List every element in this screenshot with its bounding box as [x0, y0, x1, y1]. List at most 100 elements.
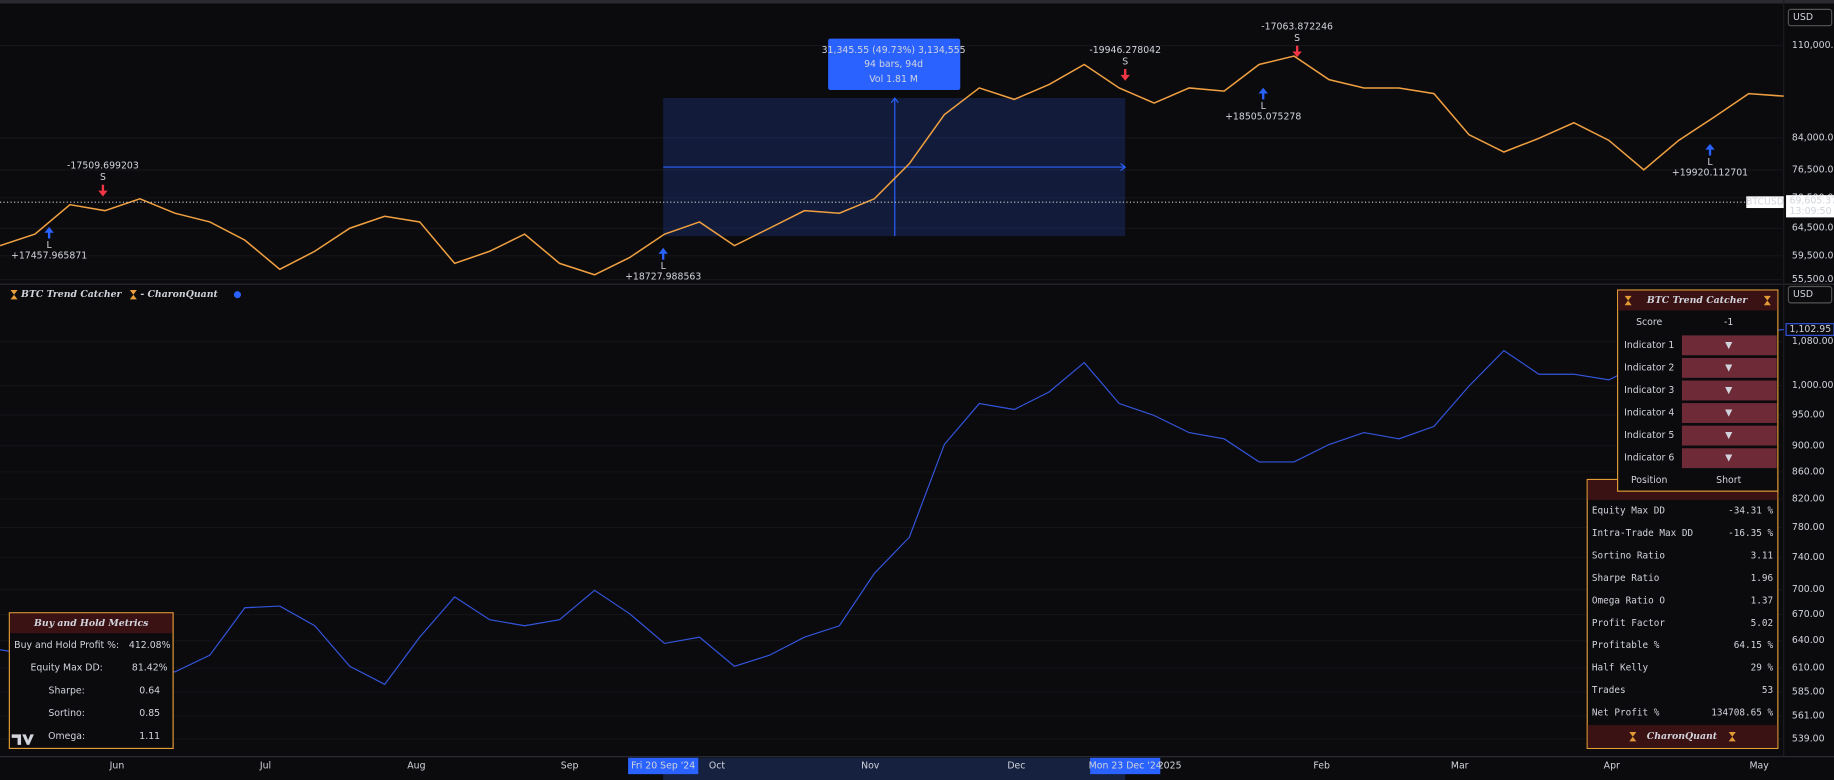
buy-hold-label: Omega: [48, 731, 85, 742]
metric-label: Trades [1592, 685, 1626, 696]
trade-side: L [1707, 157, 1713, 168]
indicator-cell [1681, 380, 1777, 401]
tv-logo [11, 734, 34, 745]
price-tick-label: 55,500.00 [1792, 274, 1834, 285]
strategy-value: ▼ [1725, 385, 1733, 396]
metric-value: -16.35 % [1728, 528, 1773, 539]
equity-tick-label: 1,000.00 [1792, 380, 1834, 391]
buy-hold-label: Equity Max DD: [30, 663, 102, 674]
time-label: Feb [1313, 760, 1330, 771]
hourglass-icon [129, 290, 137, 300]
trade-side: S [1122, 56, 1128, 67]
time-label: 2025 [1158, 760, 1182, 771]
metric-label: Equity Max DD [1592, 506, 1666, 517]
measure-tooltip-text: Vol 1.81 M [869, 74, 918, 85]
indicator-status-dot [233, 291, 241, 299]
strategy-value: -1 [1724, 317, 1733, 328]
metric-value: 53 [1762, 685, 1773, 696]
hourglass-icon [1629, 732, 1637, 742]
currency-box [1787, 8, 1833, 27]
symbol-tag [1746, 196, 1784, 209]
equity-tick-label: 640.00 [1792, 635, 1825, 646]
strategy-value: ▼ [1725, 430, 1733, 441]
indicator-cell [1681, 403, 1777, 423]
currency-label: USD [1793, 289, 1813, 300]
equity-tick-label: 561.00 [1792, 711, 1825, 722]
price-line [0, 55, 1784, 276]
buy-hold-title: Buy and Hold Metrics [33, 618, 149, 629]
equity-tick-label: 539.00 [1792, 733, 1825, 744]
time-label: Dec [1007, 760, 1025, 771]
equity-tick-label: 670.00 [1792, 609, 1825, 620]
metrics-footer [1587, 725, 1778, 748]
equity-tick-label: 700.00 [1792, 584, 1825, 595]
metrics-table [1586, 478, 1779, 750]
strategy-value: ▼ [1725, 362, 1733, 373]
metric-label: Profitable % [1592, 640, 1660, 651]
trade-side: L [1261, 101, 1267, 112]
trade-side: L [661, 261, 667, 272]
strategy-value: Short [1716, 475, 1741, 486]
sell-arrow [1120, 68, 1130, 81]
equity-tick-label: 740.00 [1792, 552, 1825, 563]
equity-tick-label: 1,080.00 [1792, 336, 1834, 347]
equity-line [0, 328, 1784, 691]
trade-side: L [47, 240, 53, 251]
time-label: Oct [709, 760, 725, 771]
strategy-header [1618, 290, 1778, 311]
equity-tick-label: 900.00 [1792, 440, 1825, 451]
indicator-author: - CharonQuant [140, 289, 218, 300]
measure-arrow [890, 97, 899, 104]
strategy-label: Indicator 4 [1624, 408, 1674, 419]
trade-pnl: -17063.872246 [1261, 21, 1333, 32]
time-label: Jul [259, 760, 271, 771]
trade-pnl: +19920.112701 [1672, 168, 1748, 179]
buy-arrow [1705, 143, 1715, 156]
metric-label: Net Profit % [1592, 708, 1660, 719]
buy-hold-label: Sharpe: [49, 685, 85, 696]
time-label: Nov [861, 760, 880, 771]
equity-tick-label: 585.00 [1792, 687, 1825, 698]
buy-hold-value: 0.64 [139, 685, 160, 696]
indicator-cell [1681, 357, 1777, 378]
buy-hold-value: 0.85 [139, 708, 160, 719]
buy-hold-value: 412.08% [129, 640, 171, 651]
metric-value: 3.11 [1751, 550, 1774, 561]
strategy-value: ▼ [1725, 408, 1733, 419]
top-border [0, 0, 1834, 4]
measure-tooltip-text: 31,345.55 (49.73%) 3,134,555 [822, 45, 966, 56]
symbol-label: BTCUSD [1746, 197, 1784, 208]
buy-arrow [1258, 87, 1268, 100]
hourglass-icon [1728, 732, 1736, 742]
sell-arrow [1292, 45, 1302, 58]
equity-tick-label: 860.00 [1792, 466, 1825, 477]
metric-value: 5.02 [1751, 618, 1774, 629]
time-highlight-label: Mon 23 Dec '24 [1089, 760, 1162, 771]
strategy-title: BTC Trend Catcher [1646, 295, 1749, 306]
last-price-box [1786, 195, 1834, 218]
strategy-label: Indicator 1 [1624, 340, 1674, 351]
time-label: Aug [407, 760, 425, 771]
buy-hold-value: 1.11 [139, 731, 160, 742]
trade-side: S [1294, 33, 1300, 44]
buy-hold-label: Buy and Hold Profit %: [14, 640, 119, 651]
time-label: Mar [1451, 760, 1469, 771]
time-label: Sep [561, 760, 579, 771]
equity-tick-label: 780.00 [1792, 522, 1825, 533]
time-label: Apr [1604, 760, 1620, 771]
time-highlight-box [1090, 757, 1161, 775]
metric-value: 29 % [1751, 663, 1774, 674]
metric-label: Sharpe Ratio [1592, 573, 1660, 584]
sell-arrow [98, 184, 108, 197]
countdown-label: 13:09:50 [1790, 206, 1832, 217]
buy-hold-header [9, 613, 173, 634]
strategy-label: Indicator 6 [1624, 453, 1674, 464]
strategy-label: Position [1631, 475, 1667, 486]
trade-pnl: +18505.075278 [1225, 111, 1301, 122]
price-tick-label: 84,000.00 [1792, 132, 1834, 143]
time-highlight-label: Fri 20 Sep '24 [631, 760, 695, 771]
trade-pnl: -19946.278042 [1089, 45, 1161, 56]
indicator-cell [1681, 425, 1777, 446]
